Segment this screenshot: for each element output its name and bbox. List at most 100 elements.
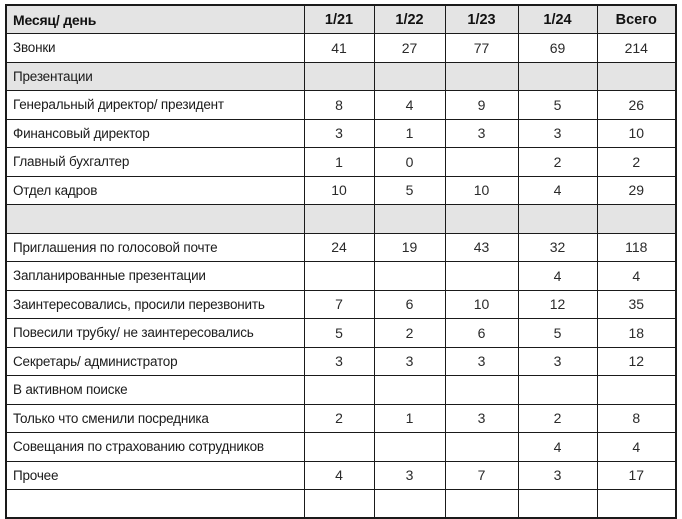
value-cell: 17 bbox=[596, 460, 677, 490]
value-cell: 12 bbox=[596, 346, 677, 376]
value-cell: 3 bbox=[303, 118, 375, 148]
row-label-cell: Прочее bbox=[5, 460, 305, 490]
table-row: Приглашения по голосовой почте 24 19 43 … bbox=[5, 232, 677, 262]
value-cell bbox=[303, 489, 375, 519]
table-row: Финансовый директор 3 1 3 3 10 bbox=[5, 118, 677, 148]
row-label-cell: Главный бухгалтер bbox=[5, 147, 305, 177]
value-cell: 3 bbox=[444, 118, 519, 148]
value-cell bbox=[373, 375, 446, 405]
value-cell: 7 bbox=[444, 460, 519, 490]
value-cell: 18 bbox=[596, 318, 677, 348]
value-cell: 10 bbox=[596, 118, 677, 148]
table-row: Прочее 4 3 7 3 17 bbox=[5, 460, 677, 490]
value-cell: 3 bbox=[517, 346, 598, 376]
header-month-day: Месяц/ день bbox=[5, 4, 305, 34]
header-row: Месяц/ день 1/21 1/22 1/23 1/24 Всего bbox=[5, 4, 677, 34]
value-cell bbox=[444, 61, 519, 91]
value-cell: 3 bbox=[517, 460, 598, 490]
value-cell: 8 bbox=[596, 403, 677, 433]
value-cell bbox=[517, 375, 598, 405]
value-cell: 5 bbox=[517, 90, 598, 120]
value-cell bbox=[373, 489, 446, 519]
value-cell: 9 bbox=[444, 90, 519, 120]
value-cell: 5 bbox=[303, 318, 375, 348]
value-cell bbox=[303, 432, 375, 462]
value-cell: 6 bbox=[444, 318, 519, 348]
table-row bbox=[5, 489, 677, 519]
row-label-cell: В активном поиске bbox=[5, 375, 305, 405]
value-cell: 10 bbox=[444, 175, 519, 205]
value-cell: 4 bbox=[596, 261, 677, 291]
row-label-cell: Генеральный директор/ президент bbox=[5, 90, 305, 120]
value-cell: 5 bbox=[517, 318, 598, 348]
value-cell: 4 bbox=[373, 90, 446, 120]
value-cell bbox=[596, 375, 677, 405]
table-row: Отдел кадров 10 5 10 4 29 bbox=[5, 175, 677, 205]
table-row: Совещания по страхованию сотрудников 4 4 bbox=[5, 432, 677, 462]
value-cell bbox=[517, 204, 598, 234]
value-cell: 32 bbox=[517, 232, 598, 262]
value-cell bbox=[444, 375, 519, 405]
row-label-cell: Презентации bbox=[5, 61, 305, 91]
value-cell: 3 bbox=[373, 346, 446, 376]
value-cell: 4 bbox=[303, 460, 375, 490]
value-cell: 27 bbox=[373, 33, 446, 63]
row-label-cell: Отдел кадров bbox=[5, 175, 305, 205]
value-cell bbox=[596, 61, 677, 91]
value-cell bbox=[373, 61, 446, 91]
table-row: Звонки 41 27 77 69 214 bbox=[5, 33, 677, 63]
value-cell: 43 bbox=[444, 232, 519, 262]
value-cell: 4 bbox=[596, 432, 677, 462]
table-row: В активном поиске bbox=[5, 375, 677, 405]
call-log-sheet: Месяц/ день 1/21 1/22 1/23 1/24 Всего Зв… bbox=[5, 4, 677, 519]
value-cell: 2 bbox=[303, 403, 375, 433]
header-col-1-21: 1/21 bbox=[303, 4, 375, 34]
value-cell bbox=[517, 61, 598, 91]
value-cell: 35 bbox=[596, 289, 677, 319]
header-col-1-22: 1/22 bbox=[373, 4, 446, 34]
value-cell: 26 bbox=[596, 90, 677, 120]
value-cell: 214 bbox=[596, 33, 677, 63]
row-label-cell: Финансовый директор bbox=[5, 118, 305, 148]
table-body: Звонки 41 27 77 69 214 Презентации Генер… bbox=[5, 33, 677, 519]
value-cell bbox=[303, 61, 375, 91]
value-cell: 24 bbox=[303, 232, 375, 262]
row-label-cell: Секретарь/ администратор bbox=[5, 346, 305, 376]
value-cell: 41 bbox=[303, 33, 375, 63]
table-row bbox=[5, 204, 677, 234]
call-tracking-table: Месяц/ день 1/21 1/22 1/23 1/24 Всего Зв… bbox=[5, 4, 677, 519]
table-row: Запланированные презентации 4 4 bbox=[5, 261, 677, 291]
row-label-cell: Запланированные презентации bbox=[5, 261, 305, 291]
value-cell: 4 bbox=[517, 432, 598, 462]
table-row: Повесили трубку/ не заинтересовались 5 2… bbox=[5, 318, 677, 348]
value-cell bbox=[373, 261, 446, 291]
table-header: Месяц/ день 1/21 1/22 1/23 1/24 Всего bbox=[5, 4, 677, 34]
value-cell bbox=[303, 204, 375, 234]
row-label-cell: Повесили трубку/ не заинтересовались bbox=[5, 318, 305, 348]
value-cell bbox=[444, 147, 519, 177]
value-cell bbox=[303, 261, 375, 291]
value-cell: 3 bbox=[444, 346, 519, 376]
value-cell: 3 bbox=[517, 118, 598, 148]
value-cell: 6 bbox=[373, 289, 446, 319]
row-label-cell bbox=[5, 204, 305, 234]
value-cell bbox=[444, 489, 519, 519]
value-cell: 5 bbox=[373, 175, 446, 205]
value-cell bbox=[596, 489, 677, 519]
table-row: Главный бухгалтер 1 0 2 2 bbox=[5, 147, 677, 177]
value-cell: 1 bbox=[373, 403, 446, 433]
value-cell: 2 bbox=[596, 147, 677, 177]
row-label-cell: Совещания по страхованию сотрудников bbox=[5, 432, 305, 462]
value-cell: 118 bbox=[596, 232, 677, 262]
value-cell: 4 bbox=[517, 261, 598, 291]
row-label-cell: Приглашения по голосовой почте bbox=[5, 232, 305, 262]
value-cell bbox=[444, 204, 519, 234]
value-cell bbox=[517, 489, 598, 519]
row-label-cell: Звонки bbox=[5, 33, 305, 63]
value-cell: 10 bbox=[303, 175, 375, 205]
value-cell: 77 bbox=[444, 33, 519, 63]
value-cell: 3 bbox=[444, 403, 519, 433]
value-cell bbox=[373, 432, 446, 462]
value-cell: 2 bbox=[517, 403, 598, 433]
value-cell: 2 bbox=[517, 147, 598, 177]
